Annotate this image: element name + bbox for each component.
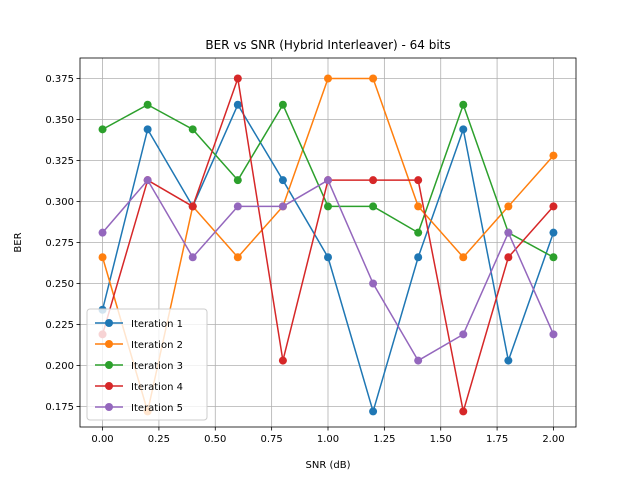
x-axis-label: SNR (dB) <box>306 460 351 471</box>
data-point <box>99 253 107 261</box>
y-tick-label: 0.175 <box>45 402 74 413</box>
data-point <box>549 152 557 160</box>
data-point <box>549 229 557 237</box>
legend-label: Iteration 4 <box>131 382 183 393</box>
y-tick-label: 0.250 <box>45 279 74 290</box>
legend-label: Iteration 5 <box>131 403 183 414</box>
data-point <box>549 202 557 210</box>
data-point <box>234 253 242 261</box>
data-point <box>459 125 467 133</box>
data-point <box>144 125 152 133</box>
legend-swatch-marker <box>105 340 113 348</box>
data-point <box>324 75 332 83</box>
legend-label: Iteration 3 <box>131 361 183 372</box>
data-point <box>234 202 242 210</box>
data-point <box>324 253 332 261</box>
x-tick-label: 2.00 <box>542 434 564 445</box>
data-point <box>279 357 287 365</box>
legend: Iteration 1 Iteration 2 Iteration 3 Iterati… <box>87 309 207 420</box>
legend-label: Iteration 2 <box>131 340 183 351</box>
data-point <box>324 202 332 210</box>
data-point <box>369 407 377 415</box>
data-point <box>369 176 377 184</box>
x-tick-label: 0.75 <box>261 434 283 445</box>
data-point <box>504 253 512 261</box>
y-tick-label: 0.350 <box>45 115 74 126</box>
x-tick-label: 0.25 <box>148 434 170 445</box>
y-tick-label: 0.300 <box>45 197 74 208</box>
data-point <box>549 253 557 261</box>
data-point <box>144 176 152 184</box>
y-tick-label: 0.200 <box>45 361 74 372</box>
data-point <box>369 75 377 83</box>
x-tick-label: 1.50 <box>430 434 452 445</box>
data-point <box>189 125 197 133</box>
chart-title: BER vs SNR (Hybrid Interleaver) - 64 bit… <box>205 38 450 52</box>
data-point <box>369 202 377 210</box>
y-tick-label: 0.275 <box>45 238 74 249</box>
legend-swatch-marker <box>105 361 113 369</box>
data-point <box>234 75 242 83</box>
y-tick-label: 0.225 <box>45 320 74 331</box>
x-tick-label: 1.00 <box>317 434 339 445</box>
legend-swatch-marker <box>105 319 113 327</box>
data-point <box>279 202 287 210</box>
legend-swatch-marker <box>105 403 113 411</box>
data-point <box>504 202 512 210</box>
data-point <box>99 229 107 237</box>
data-point <box>504 229 512 237</box>
x-tick-label: 0.00 <box>91 434 113 445</box>
data-point <box>549 330 557 338</box>
legend-label: Iteration 1 <box>131 319 183 330</box>
data-point <box>414 202 422 210</box>
data-point <box>144 101 152 109</box>
data-point <box>234 176 242 184</box>
data-point <box>369 280 377 288</box>
x-tick-label: 1.25 <box>373 434 395 445</box>
y-tick-label: 0.375 <box>45 74 74 85</box>
data-point <box>324 176 332 184</box>
data-point <box>459 253 467 261</box>
legend-swatch-marker <box>105 382 113 390</box>
data-point <box>279 176 287 184</box>
data-point <box>414 253 422 261</box>
data-point <box>99 125 107 133</box>
data-point <box>189 253 197 261</box>
data-point <box>459 407 467 415</box>
data-point <box>279 101 287 109</box>
data-point <box>189 202 197 210</box>
x-tick-label: 0.50 <box>204 434 226 445</box>
data-point <box>459 101 467 109</box>
data-point <box>414 176 422 184</box>
data-point <box>504 357 512 365</box>
data-point <box>414 357 422 365</box>
y-axis-label: BER <box>13 232 24 252</box>
y-tick-label: 0.325 <box>45 156 74 167</box>
x-tick-label: 1.75 <box>486 434 508 445</box>
data-point <box>414 229 422 237</box>
data-point <box>459 330 467 338</box>
data-point <box>234 101 242 109</box>
